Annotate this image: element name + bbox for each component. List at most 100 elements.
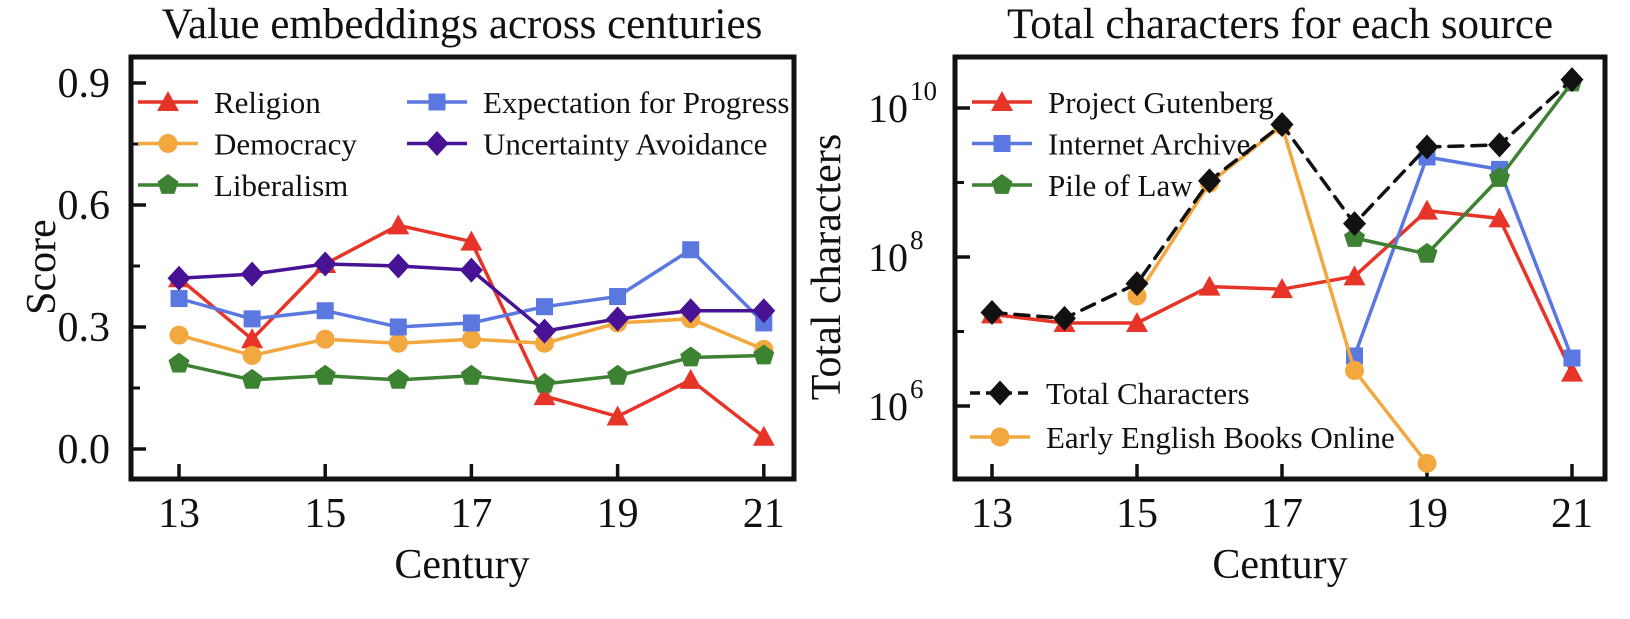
liberalism-marker (680, 346, 702, 367)
uncertainty-avoidance-marker (167, 265, 191, 291)
series-liberalism (168, 344, 775, 393)
x-tick-label: 21 (1551, 491, 1593, 537)
democracy-marker (169, 325, 189, 345)
legend-label: Pile of Law (1048, 168, 1193, 203)
x-axis-label: Century (394, 542, 529, 588)
uncertainty-avoidance-marker (752, 298, 776, 324)
x-tick-label: 17 (1261, 491, 1303, 537)
series-total-characters (980, 67, 1584, 331)
x-tick-label: 13 (971, 491, 1013, 537)
project-gutenberg-marker (1271, 278, 1293, 299)
religion-marker (679, 368, 702, 389)
legend-project-gutenberg-marker (991, 91, 1013, 111)
democracy-marker (242, 345, 262, 365)
total-characters-for-each-source-chart: Total characters for each source Century T… (804, 1, 1608, 588)
legend-project-gutenberg: Project Gutenberg (972, 85, 1274, 120)
y-tick-label: 0.9 (58, 61, 111, 107)
legend-label: Liberalism (214, 168, 348, 203)
legend-label: Total Characters (1046, 376, 1250, 411)
legend-label: Early English Books Online (1046, 420, 1395, 455)
liberalism-marker (753, 344, 775, 365)
religion-marker (606, 405, 629, 426)
liberalism-marker (168, 352, 190, 373)
legend: Religion Democracy Liberalism Expectation f… (138, 85, 789, 203)
legend-liberalism-marker (157, 174, 179, 194)
series-expectation-for-progress (170, 241, 773, 336)
early-english-books-online-marker (1417, 453, 1437, 473)
chart-title: Total characters for each source (1007, 1, 1553, 48)
expectation-for-progress-marker (609, 287, 627, 305)
legend-total-characters: Total Characters (970, 376, 1250, 411)
legend-internet-archive: Internet Archive (972, 127, 1250, 162)
x-tick-label: 21 (743, 491, 785, 537)
expectation-for-progress-marker (682, 241, 700, 259)
x-tick-label: 19 (1406, 491, 1448, 537)
legend-early-english-books-online-marker (990, 427, 1010, 447)
expectation-for-progress-marker (316, 302, 334, 320)
legend-religion-marker (157, 91, 179, 111)
x-tick-label: 17 (450, 491, 492, 537)
uncertainty-avoidance-marker (313, 251, 337, 277)
project-gutenberg-marker (1198, 275, 1221, 296)
internet-archive-marker (1563, 349, 1581, 367)
project-gutenberg-marker (1561, 361, 1583, 382)
expectation-for-progress-marker (243, 310, 261, 328)
liberalism-marker (460, 364, 482, 385)
uncertainty-avoidance-marker (679, 298, 703, 324)
liberalism-marker (387, 368, 409, 389)
expectation-for-progress-marker (389, 318, 407, 336)
uncertainty-avoidance-marker (240, 261, 264, 287)
liberalism-marker (607, 364, 629, 385)
expectation-for-progress-marker (170, 290, 188, 308)
y-tick-label: 0.0 (58, 427, 111, 473)
religion-marker (460, 230, 483, 251)
religion-marker (752, 425, 775, 446)
liberalism-marker (241, 368, 263, 389)
y-tick-label-exponent: 8 (910, 225, 924, 255)
pile-of-law-marker (1489, 167, 1510, 187)
total-characters-marker (1198, 168, 1221, 194)
legend-pile-of-law: Pile of Law (972, 168, 1193, 203)
expectation-for-progress-marker (536, 298, 553, 316)
liberalism-marker (534, 372, 555, 393)
legend-label: Religion (214, 85, 321, 120)
y-axis-label: Score (19, 219, 65, 315)
series-line-internet-archive (1352, 155, 1574, 360)
legend-label: Internet Archive (1048, 127, 1250, 162)
liberalism-marker (314, 364, 336, 385)
value-embeddings-across-centuries-chart: Value embeddings across centuries Century… (19, 1, 797, 588)
y-tick-label-base: 10 (868, 384, 908, 429)
total-characters-marker (1415, 134, 1439, 160)
project-gutenberg-marker (1343, 265, 1366, 286)
democracy-marker (388, 333, 408, 353)
pile-of-law-marker (1416, 242, 1438, 263)
y-tick-label-exponent: 6 (910, 374, 924, 404)
pile-of-law-marker (1344, 227, 1365, 247)
y-tick-label-base: 10 (868, 86, 908, 131)
y-tick-label-exponent: 10 (910, 76, 937, 106)
legend-religion: Religion (138, 85, 321, 120)
uncertainty-avoidance-marker (606, 306, 630, 332)
legend-label: Uncertainty Avoidance (483, 127, 767, 162)
total-characters-marker (1343, 211, 1366, 237)
project-gutenberg-marker (1126, 312, 1148, 333)
legend-expectation-for-progress: Expectation for Progress (407, 85, 789, 120)
legend-uncertainty-avoidance: Uncertainty Avoidance (407, 127, 767, 162)
legend-internet-archive-marker (993, 135, 1011, 152)
chart-title: Value embeddings across centuries (162, 1, 763, 48)
series-uncertainty-avoidance (167, 251, 776, 344)
legend: Project Gutenberg Internet Archive Pile of… (970, 85, 1395, 455)
total-characters-marker (1053, 305, 1076, 331)
x-tick-label: 15 (1116, 491, 1158, 537)
democracy-marker (315, 329, 335, 349)
total-characters-marker (1270, 112, 1294, 138)
y-tick-label-base: 10 (868, 235, 908, 280)
legend-democracy-marker (158, 134, 178, 153)
y-tick-label: 0.6 (58, 183, 111, 229)
religion-marker (533, 385, 556, 406)
early-english-books-online-marker (1345, 360, 1364, 380)
uncertainty-avoidance-marker (386, 253, 410, 279)
total-characters-marker (1560, 67, 1584, 93)
